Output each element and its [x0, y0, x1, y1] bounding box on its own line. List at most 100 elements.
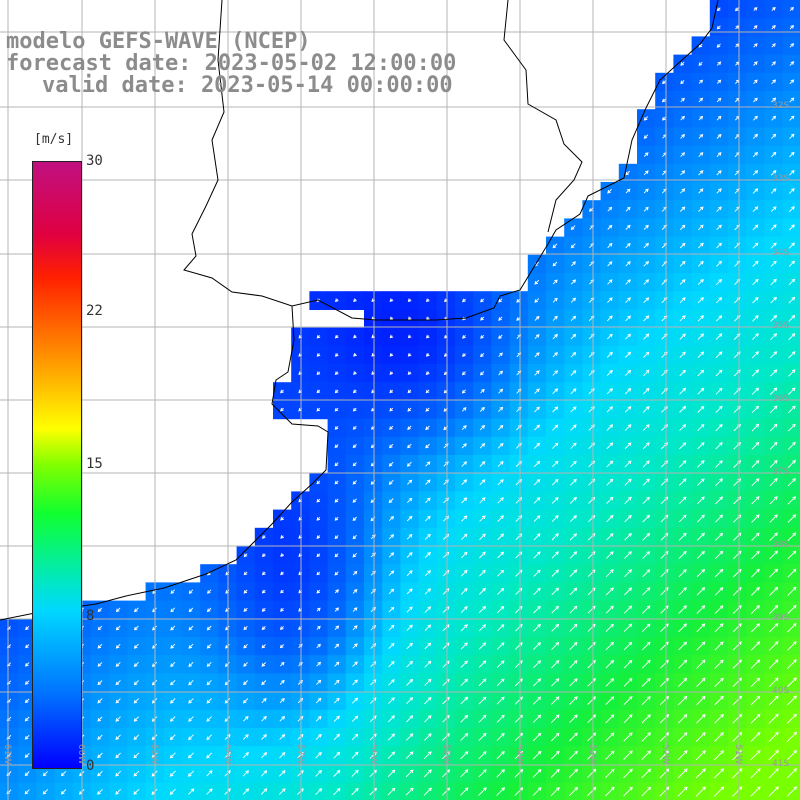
- wind-arrow: [788, 260, 795, 267]
- wind-arrow-head: [464, 751, 469, 755]
- wind-arrow: [697, 460, 705, 468]
- wind-arrow-head: [500, 624, 505, 628]
- wind-arrow-head: [755, 514, 760, 519]
- wind-arrow-head: [536, 460, 541, 465]
- wind-arrow: [587, 551, 596, 559]
- wind-arrow: [514, 769, 523, 778]
- wind-arrow: [770, 152, 777, 158]
- wind-arrow-head: [133, 626, 138, 631]
- wind-arrow-head: [537, 750, 542, 755]
- wind-arrow-head: [591, 442, 595, 447]
- wind-arrow-head: [425, 334, 430, 339]
- wind-arrow: [605, 750, 615, 760]
- wind-arrow-head: [390, 534, 395, 538]
- wind-arrow-head: [409, 697, 414, 701]
- wind-arrow: [479, 479, 486, 486]
- wind-arrow-head: [390, 552, 395, 556]
- wind-arrow: [715, 351, 723, 359]
- wind-arrow: [606, 388, 613, 395]
- longitude-label: 60W: [76, 744, 86, 765]
- wind-arrow-head: [389, 426, 393, 430]
- wind-arrow-head: [647, 786, 652, 791]
- wind-arrow: [97, 734, 103, 740]
- wind-arrow-head: [609, 424, 614, 428]
- wind-arrow: [570, 261, 576, 267]
- wind-arrow-head: [572, 442, 577, 447]
- wind-arrow-head: [682, 496, 687, 501]
- wind-arrow: [116, 625, 121, 631]
- wind-arrow-head: [755, 333, 759, 337]
- wind-arrow-head: [354, 769, 359, 774]
- wind-arrow: [769, 550, 778, 560]
- wind-arrow-head: [464, 606, 468, 610]
- wind-arrow: [732, 677, 742, 688]
- wind-arrow-head: [664, 424, 668, 428]
- wind-arrow-head: [574, 714, 578, 719]
- wind-arrow-head: [408, 588, 413, 593]
- wind-arrow-head: [699, 242, 704, 247]
- wind-arrow: [552, 352, 558, 358]
- wind-arrow-head: [334, 389, 339, 394]
- wind-arrow: [715, 460, 723, 468]
- wind-arrow: [407, 479, 412, 485]
- wind-arrow: [569, 569, 577, 577]
- wind-arrow-head: [481, 442, 486, 447]
- wind-arrow: [698, 224, 704, 231]
- wind-arrow-head: [206, 736, 210, 741]
- wind-arrow-head: [97, 608, 102, 613]
- wind-arrow-head: [572, 279, 577, 284]
- wind-arrow-head: [536, 478, 541, 483]
- wind-arrow: [643, 243, 649, 249]
- wind-arrow: [497, 425, 504, 431]
- wind-arrow-head: [773, 459, 778, 464]
- wind-arrow-head: [133, 772, 138, 777]
- wind-arrow-head: [588, 208, 593, 212]
- wind-arrow-head: [499, 406, 504, 411]
- wind-arrow: [732, 714, 742, 724]
- wind-arrow-head: [464, 678, 469, 683]
- wind-arrow: [207, 643, 212, 649]
- wind-arrow: [679, 279, 686, 285]
- wind-arrow-head: [555, 587, 560, 592]
- wind-arrow-head: [537, 714, 542, 719]
- wind-arrow-head: [719, 514, 724, 519]
- wind-arrow: [769, 587, 778, 596]
- wind-arrow-head: [500, 642, 505, 646]
- wind-arrow: [170, 679, 176, 686]
- wind-arrow-head: [680, 62, 685, 66]
- wind-arrow-head: [645, 315, 650, 320]
- wind-arrow-head: [370, 462, 375, 467]
- wind-arrow-head: [97, 791, 101, 795]
- wind-arrow: [752, 333, 759, 340]
- wind-arrow: [405, 787, 414, 796]
- wind-arrow-head: [572, 370, 577, 374]
- wind-arrow-head: [609, 460, 614, 465]
- wind-arrow: [716, 261, 722, 267]
- wind-arrow-head: [718, 297, 723, 301]
- coastline-path: [183, 0, 719, 321]
- wind-arrow: [406, 606, 413, 613]
- wind-arrow: [115, 680, 121, 685]
- wind-arrow-head: [664, 369, 668, 374]
- wind-arrow-head: [791, 333, 796, 337]
- wind-arrow: [388, 552, 394, 558]
- wind-arrow-head: [407, 298, 412, 303]
- wind-arrow: [424, 715, 432, 723]
- wind-arrow-head: [772, 43, 776, 47]
- wind-arrow: [679, 406, 686, 413]
- wind-arrow-head: [775, 713, 779, 718]
- wind-arrow-head: [281, 697, 285, 702]
- wind-arrow: [641, 696, 651, 706]
- wind-arrow-head: [772, 61, 776, 65]
- wind-arrow-head: [443, 408, 448, 412]
- wind-arrow: [423, 769, 432, 778]
- wind-arrow-head: [536, 424, 541, 429]
- wind-arrow: [716, 188, 722, 194]
- wind-arrow-head: [555, 696, 560, 701]
- wind-arrow-head: [718, 369, 723, 374]
- wind-arrow-head: [754, 79, 758, 84]
- wind-arrow-head: [224, 718, 229, 722]
- wind-arrow-head: [790, 43, 795, 47]
- longitude-label: 61W: [2, 744, 12, 765]
- wind-arrow-head: [353, 334, 357, 339]
